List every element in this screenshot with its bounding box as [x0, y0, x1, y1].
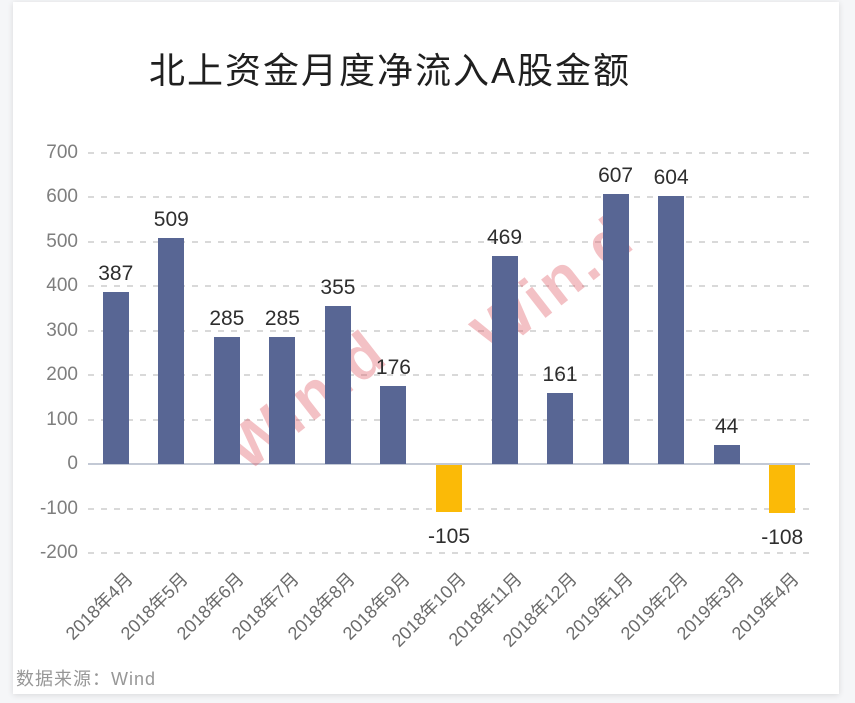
y-axis-tick-label: 100 [46, 408, 78, 430]
bar-value-label: 176 [375, 355, 411, 379]
y-axis-tick-label: 600 [46, 186, 78, 208]
grid-line [88, 152, 810, 154]
grid-line [88, 285, 810, 288]
grid-line [88, 418, 810, 421]
bar [158, 237, 185, 465]
bar-value-label: 285 [209, 307, 245, 331]
bar [380, 385, 407, 465]
bar-value-label: 469 [487, 225, 523, 249]
bar-value-label: -108 [761, 526, 804, 550]
bar [269, 337, 296, 465]
bar [213, 337, 240, 465]
bar [547, 392, 574, 465]
bar [602, 194, 629, 465]
grid-line [88, 196, 810, 199]
bar [769, 465, 796, 514]
y-axis-tick-label: 700 [46, 142, 78, 163]
bar [491, 255, 518, 465]
grid-line [88, 329, 810, 332]
y-axis-tick-label: 300 [46, 319, 78, 341]
bar-value-label: 161 [542, 362, 578, 386]
bar-value-label: 44 [715, 414, 739, 438]
bar-value-label: 387 [98, 262, 134, 286]
bar-value-label: 285 [264, 307, 300, 331]
chart-card-background [13, 2, 839, 694]
bar [324, 306, 351, 465]
y-axis-tick-label: 0 [67, 453, 78, 475]
bar [102, 292, 129, 465]
bar-value-label: 355 [320, 276, 356, 300]
y-axis-tick-label: -200 [39, 542, 78, 563]
y-axis-tick-label: -100 [39, 497, 78, 519]
grid-line [88, 552, 810, 554]
bar [713, 444, 740, 465]
bar [658, 195, 685, 465]
y-axis-tick-label: 200 [46, 364, 78, 386]
grid-line [88, 240, 810, 243]
bar [436, 465, 462, 512]
y-axis-tick-label: 400 [46, 275, 78, 297]
bar-value-label: 607 [598, 164, 634, 188]
wind-watermark: Win.d [213, 316, 400, 485]
data-source-caption: 数据来源：Wind [16, 669, 157, 689]
zero-axis-line [88, 463, 810, 466]
grid-line [88, 374, 810, 377]
bar-value-label: 604 [653, 165, 689, 189]
y-axis-tick-label: 500 [46, 230, 78, 252]
chart-title: 北上资金月度净流入A股金额 [148, 50, 631, 91]
bar-value-label: 509 [153, 207, 189, 231]
bar-value-label: -105 [427, 524, 471, 548]
